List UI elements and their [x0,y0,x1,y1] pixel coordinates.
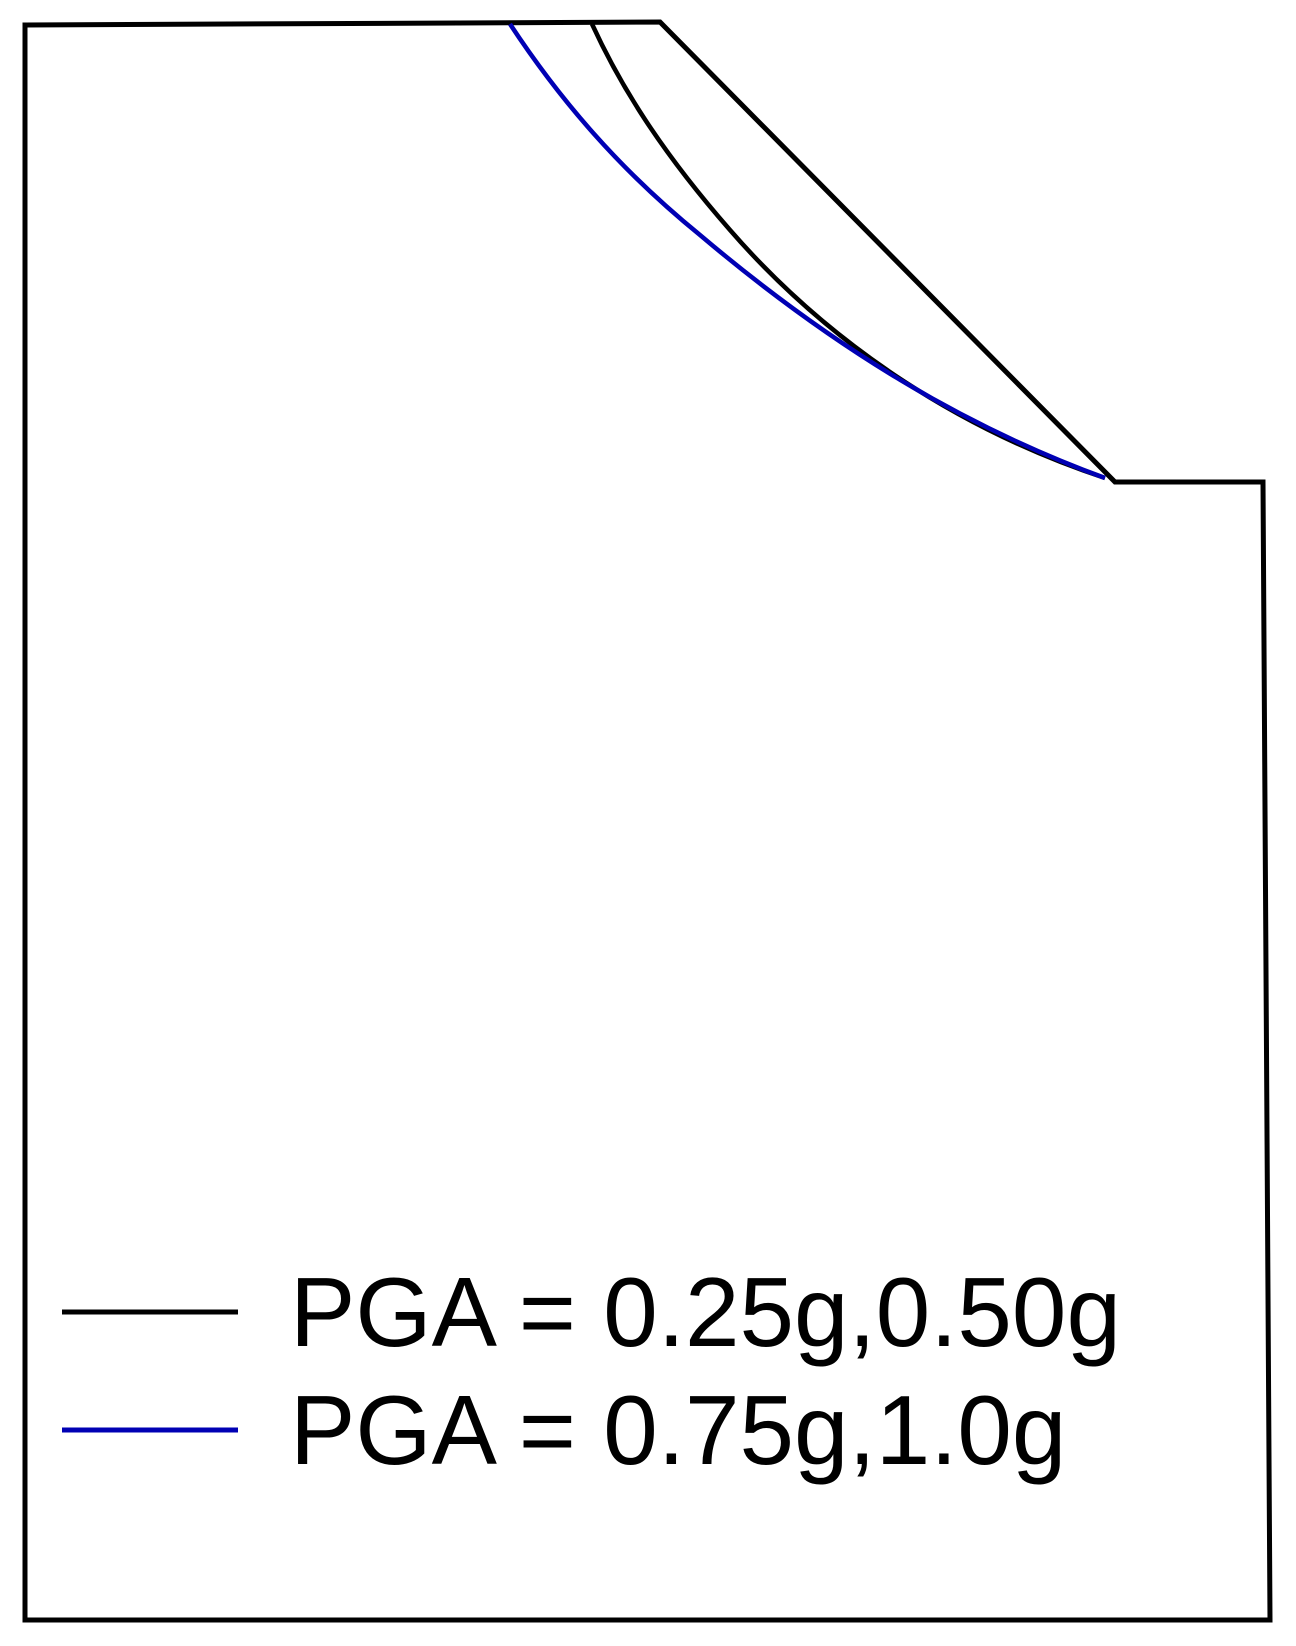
slip-surface-pga-0-25-0-50 [589,23,1106,481]
legend-label-2: PGA = 0.75g,1.0g [290,1375,1066,1485]
slip-surface-pga-0-75-1-0 [508,22,1106,481]
legend-label-1: PGA = 0.25g,0.50g [290,1257,1121,1367]
slope-model-outline [22,19,1273,1623]
legend: PGA = 0.25g,0.50g PGA = 0.75g,1.0g [62,1257,1121,1485]
